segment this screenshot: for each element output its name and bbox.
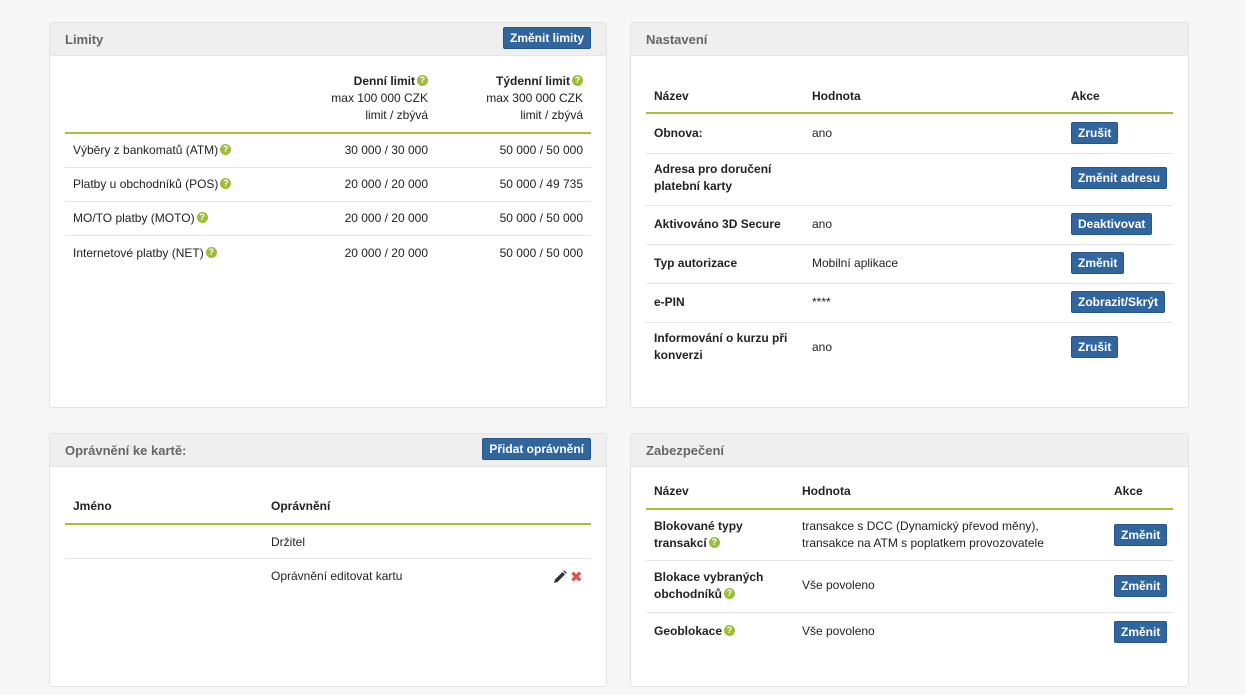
help-icon[interactable]: ? (724, 588, 735, 600)
help-icon[interactable]: ? (708, 537, 720, 549)
toggle-epin-button[interactable]: Zobrazit/Skrýt (1071, 291, 1166, 313)
weekly-limit-sub: limit / zbývá (520, 108, 583, 122)
permission-holder: Držitel (271, 535, 306, 549)
weekly-limit-max: max 300 000 CZK (486, 91, 583, 105)
permission-edit-card: Oprávnění editovat kartu (271, 569, 403, 583)
add-permission-button[interactable]: Přidat oprávnění (482, 438, 591, 460)
security-blocked-types-name: Blokované typy transakcí? (654, 519, 743, 550)
permissions-col-name: Jméno (73, 499, 112, 513)
change-limits-button[interactable]: Změnit limity (502, 27, 591, 49)
limits-row-pos-weekly: 50 000 / 49 735 (499, 177, 583, 191)
help-icon[interactable]: ? (572, 75, 583, 87)
security-col-action: Akce (1114, 484, 1143, 498)
limits-row-moto-daily: 20 000 / 20 000 (344, 211, 428, 225)
limits-row-atm-daily: 30 000 / 30 000 (344, 143, 428, 157)
settings-header: Nastavení (631, 23, 1188, 56)
limits-row-moto-weekly: 50 000 / 50 000 (499, 211, 583, 225)
security-merchant-block-value: Vše povoleno (802, 578, 875, 592)
row-divider (65, 201, 591, 202)
permissions-header-line (65, 523, 591, 525)
limits-header: Limity Změnit limity (50, 23, 606, 56)
help-icon[interactable]: ? (196, 212, 208, 224)
daily-limit-header: Denní limit? max 100 000 CZK limit / zbý… (268, 73, 428, 124)
row-divider (65, 167, 591, 168)
settings-col-value: Hodnota (812, 89, 861, 103)
edit-icon[interactable] (553, 570, 567, 584)
help-icon[interactable]: ? (724, 625, 736, 637)
settings-auth-value: Mobilní aplikace (812, 256, 899, 270)
security-col-value: Hodnota (802, 484, 851, 498)
change-auth-button[interactable]: Změnit (1071, 252, 1125, 274)
help-icon[interactable]: ? (205, 247, 217, 259)
settings-header-line (646, 112, 1173, 114)
settings-rate-info-name: Informování o kurzu při konverzi (654, 331, 788, 362)
settings-renewal-name: Obnova: (654, 126, 703, 140)
help-icon[interactable]: ? (220, 144, 232, 156)
security-title: Zabezpečení (646, 443, 725, 458)
limits-title: Limity (65, 32, 104, 47)
deactivate-3ds-button[interactable]: Deaktivovat (1071, 213, 1153, 235)
settings-auth-name: Typ autorizace (654, 256, 738, 270)
weekly-limit-label: Týdenní limit (495, 74, 570, 88)
permissions-panel: Oprávnění ke kartě: Přidat oprávnění Jmé… (49, 433, 607, 687)
settings-3ds-value: ano (812, 217, 833, 231)
cancel-renewal-button[interactable]: Zrušit (1071, 122, 1119, 144)
security-geoblock-value: Vše povoleno (802, 624, 875, 638)
permissions-header: Oprávnění ke kartě: Přidat oprávnění (50, 434, 606, 467)
daily-limit-label: Denní limit (353, 74, 415, 88)
help-icon[interactable]: ? (417, 75, 428, 87)
change-address-button[interactable]: Změnit adresu (1071, 167, 1168, 189)
change-geoblock-button[interactable]: Změnit (1114, 621, 1168, 643)
permissions-title: Oprávnění ke kartě: (65, 443, 187, 458)
limits-row-net-name: Internetové platby (NET)? (73, 245, 217, 262)
limits-row-pos-name: Platby u obchodníků (POS)? (73, 176, 232, 193)
limits-panel: Limity Změnit limity Denní limit? max 10… (49, 22, 607, 408)
security-header-line (646, 508, 1173, 510)
settings-panel: Nastavení Název Hodnota Akce Obnova: ano… (630, 22, 1189, 408)
row-divider (646, 244, 1173, 245)
row-divider (646, 612, 1173, 613)
settings-col-action: Akce (1071, 89, 1100, 103)
change-merchant-block-button[interactable]: Změnit (1114, 575, 1168, 597)
weekly-limit-header: Týdenní limit? max 300 000 CZK limit / z… (423, 73, 583, 124)
settings-rate-info-value: ano (812, 340, 833, 354)
settings-title: Nastavení (646, 32, 708, 47)
permissions-col-permission: Oprávnění (271, 499, 331, 513)
row-divider (646, 560, 1173, 561)
limits-row-pos-daily: 20 000 / 20 000 (344, 177, 428, 191)
delete-icon[interactable]: ✖ (570, 569, 583, 586)
settings-renewal-value: ano (812, 126, 833, 140)
settings-epin-name: e-PIN (654, 295, 685, 309)
security-blocked-types-value: transakce s DCC (Dynamický převod měny),… (802, 519, 1044, 550)
settings-epin-value: **** (812, 295, 831, 309)
row-divider (646, 205, 1173, 206)
limits-row-atm-name: Výběry z bankomatů (ATM)? (73, 142, 232, 159)
security-panel: Zabezpečení Název Hodnota Akce Blokované… (630, 433, 1189, 687)
security-header: Zabezpečení (631, 434, 1188, 467)
help-icon[interactable]: ? (220, 178, 232, 190)
settings-address-name: Adresa pro doručení platební karty (654, 162, 772, 193)
security-merchant-block-name: Blokace vybraných obchodníků? (654, 570, 764, 601)
row-divider (646, 322, 1173, 323)
row-divider (65, 235, 591, 236)
limits-header-line (65, 132, 591, 134)
change-blocked-types-button[interactable]: Změnit (1114, 524, 1168, 546)
limits-row-net-daily: 20 000 / 20 000 (344, 246, 428, 260)
security-geoblock-name: Geoblokace? (654, 623, 736, 640)
settings-col-name: Název (654, 89, 689, 103)
settings-3ds-name: Aktivováno 3D Secure (654, 217, 781, 231)
row-divider (646, 153, 1173, 154)
daily-limit-sub: limit / zbývá (365, 108, 428, 122)
row-divider (646, 283, 1173, 284)
limits-row-moto-name: MO/TO platby (MOTO)? (73, 210, 208, 227)
security-col-name: Název (654, 484, 689, 498)
limits-row-net-weekly: 50 000 / 50 000 (499, 246, 583, 260)
limits-row-atm-weekly: 50 000 / 50 000 (499, 143, 583, 157)
daily-limit-max: max 100 000 CZK (331, 91, 428, 105)
cancel-rate-info-button[interactable]: Zrušit (1071, 336, 1119, 358)
row-divider (65, 558, 591, 559)
